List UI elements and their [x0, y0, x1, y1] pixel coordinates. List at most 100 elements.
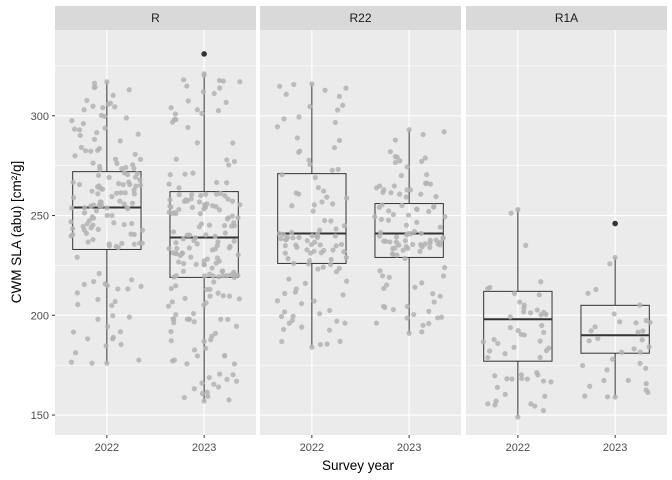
- data-point: [167, 203, 173, 209]
- data-point: [418, 241, 424, 248]
- data-point: [216, 207, 223, 213]
- data-point: [118, 190, 124, 196]
- data-point: [518, 372, 525, 378]
- data-point: [296, 114, 302, 120]
- data-point: [617, 319, 623, 325]
- y-axis-title: CWM SLA (abu) [cm²/g]: [9, 161, 24, 304]
- data-point: [282, 243, 288, 249]
- data-point: [167, 197, 173, 203]
- data-point: [398, 172, 404, 179]
- data-point: [102, 125, 108, 131]
- data-point: [391, 183, 397, 189]
- data-point: [524, 376, 531, 382]
- data-point: [222, 352, 228, 359]
- data-point: [293, 190, 299, 196]
- facet-r1a: R1A 2022 2023: [466, 6, 667, 454]
- data-point: [280, 231, 286, 237]
- data-point: [331, 145, 337, 151]
- data-point: [426, 208, 432, 215]
- data-point: [307, 161, 313, 168]
- data-point: [387, 239, 393, 245]
- data-point: [69, 118, 75, 124]
- data-point: [299, 324, 305, 330]
- data-point: [206, 222, 213, 228]
- data-point: [166, 181, 172, 187]
- data-point: [97, 163, 103, 169]
- y-axis: 150 200 250 300: [31, 111, 55, 422]
- data-point: [336, 137, 343, 144]
- data-point: [110, 334, 116, 340]
- data-point: [203, 300, 209, 306]
- data-point: [187, 232, 193, 238]
- data-point: [81, 107, 87, 113]
- jitter-points: [480, 206, 554, 420]
- data-point: [68, 219, 74, 225]
- data-point: [226, 162, 232, 168]
- data-point: [113, 190, 120, 196]
- data-point: [378, 216, 384, 222]
- data-point: [637, 349, 643, 355]
- data-point: [186, 316, 192, 322]
- data-point: [81, 210, 88, 216]
- data-point: [213, 191, 220, 197]
- data-point: [209, 265, 215, 271]
- data-point: [173, 312, 179, 318]
- data-point: [180, 236, 186, 242]
- data-point: [96, 202, 102, 209]
- data-point: [604, 394, 611, 400]
- data-point: [86, 217, 93, 224]
- data-point: [491, 336, 497, 343]
- data-point: [534, 370, 540, 376]
- data-point: [181, 394, 187, 401]
- facet-strip: [55, 6, 256, 30]
- data-point: [278, 313, 285, 320]
- data-point: [185, 98, 191, 104]
- data-point: [324, 341, 330, 347]
- data-point: [543, 311, 549, 317]
- data-point: [98, 185, 104, 192]
- data-point: [312, 175, 318, 181]
- data-point: [165, 303, 172, 309]
- data-point: [70, 194, 77, 201]
- data-point: [322, 87, 328, 93]
- data-point: [217, 190, 224, 197]
- data-point: [335, 107, 341, 113]
- data-point: [335, 166, 341, 172]
- outlier-point: [612, 220, 618, 227]
- data-point: [170, 358, 176, 364]
- data-point: [540, 378, 547, 384]
- data-point: [185, 124, 191, 131]
- data-point: [84, 97, 90, 104]
- data-point: [104, 79, 110, 85]
- data-point: [330, 247, 336, 253]
- data-point: [130, 162, 136, 168]
- data-point: [126, 87, 132, 93]
- data-point: [333, 269, 340, 275]
- data-point: [74, 254, 80, 260]
- data-point: [194, 107, 200, 113]
- data-point: [217, 85, 223, 91]
- data-point: [384, 282, 390, 288]
- data-point: [538, 279, 544, 285]
- data-point: [93, 208, 100, 214]
- data-point: [199, 380, 205, 386]
- data-point: [392, 159, 399, 166]
- data-point: [90, 215, 97, 221]
- data-point: [207, 293, 213, 299]
- data-point: [397, 191, 403, 197]
- data-point: [324, 194, 330, 200]
- data-point: [423, 180, 429, 186]
- data-point: [214, 243, 220, 249]
- data-point: [518, 331, 524, 337]
- data-point: [340, 292, 346, 298]
- data-point: [106, 174, 112, 181]
- data-point: [137, 240, 143, 246]
- data-point: [226, 293, 233, 299]
- data-point: [168, 329, 174, 335]
- data-point: [422, 241, 428, 247]
- data-point: [173, 240, 179, 246]
- data-point: [328, 261, 334, 268]
- data-point: [226, 245, 232, 251]
- data-point: [212, 233, 218, 239]
- data-point: [168, 285, 174, 292]
